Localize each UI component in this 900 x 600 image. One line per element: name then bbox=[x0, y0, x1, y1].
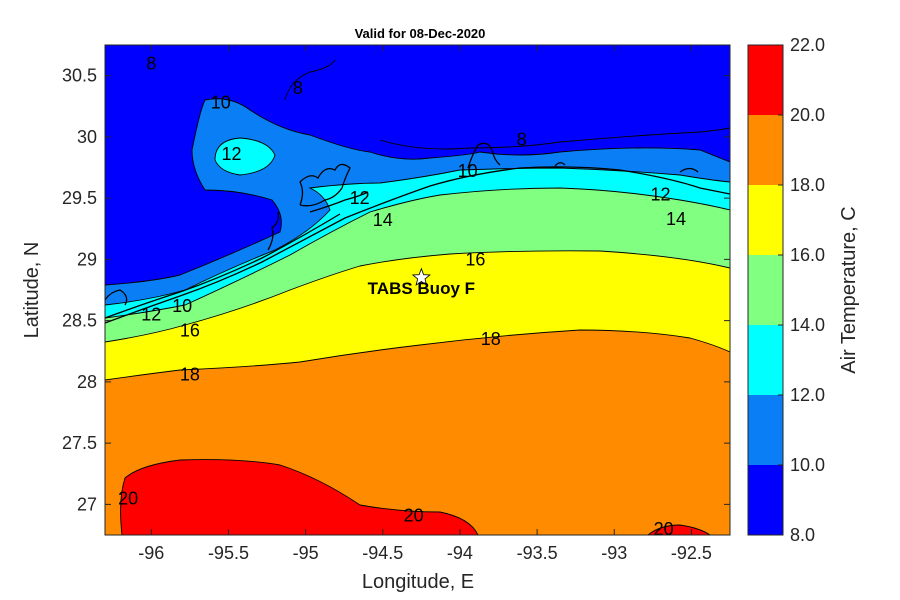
y-axis: 27 27.5 28 28.5 29 29.5 30 30.5 bbox=[62, 66, 730, 514]
x-tick-label: -92.5 bbox=[671, 543, 712, 563]
colorbar-segment bbox=[748, 325, 783, 395]
coastline-path bbox=[267, 211, 280, 251]
colorbar-tick-label: 8.0 bbox=[790, 525, 815, 545]
colorbar-label: Air Temperature, C bbox=[838, 206, 860, 373]
y-tick-label: 27 bbox=[77, 494, 97, 514]
x-tick-label: -96 bbox=[138, 543, 164, 563]
contour-line bbox=[214, 137, 276, 176]
y-tick-label: 30.5 bbox=[62, 66, 97, 86]
contour-label: 12 bbox=[141, 305, 161, 325]
contour-label: 12 bbox=[222, 144, 242, 164]
colorbar-segment bbox=[748, 255, 783, 325]
colorbar-tick-label: 12.0 bbox=[790, 385, 825, 405]
coastline-path bbox=[105, 213, 341, 319]
contour-label: 8 bbox=[517, 129, 527, 149]
contour-line bbox=[120, 459, 479, 535]
y-tick-label: 30 bbox=[77, 127, 97, 147]
contour-line bbox=[379, 127, 730, 150]
y-tick-label: 27.5 bbox=[62, 433, 97, 453]
contour-line bbox=[105, 98, 730, 286]
y-axis-label: Latitude, N bbox=[21, 242, 43, 339]
colorbar-tick-label: 20.0 bbox=[790, 105, 825, 125]
buoy-label: TABS Buoy F bbox=[368, 279, 475, 298]
contour-lines bbox=[105, 59, 730, 535]
contour-label: 12 bbox=[651, 184, 671, 204]
contour-line bbox=[105, 329, 730, 381]
colorbar-segment bbox=[748, 115, 783, 185]
coastline-path bbox=[309, 191, 369, 213]
x-tick-label: -93 bbox=[601, 543, 627, 563]
buoy-star-icon bbox=[411, 267, 431, 286]
colorbar-tick-label: 22.0 bbox=[790, 35, 825, 55]
colorbar-segment bbox=[748, 45, 783, 115]
contour-label: 14 bbox=[373, 210, 393, 230]
contour-label: 20 bbox=[404, 505, 424, 525]
x-tick-label: -95 bbox=[293, 543, 319, 563]
contour-label: 8 bbox=[293, 78, 303, 98]
contour-line bbox=[647, 524, 711, 535]
contour-label: 16 bbox=[180, 320, 200, 340]
x-tick-label: -94 bbox=[447, 543, 473, 563]
y-tick-label: 29.5 bbox=[62, 188, 97, 208]
coastline-path bbox=[467, 142, 501, 169]
colorbar-tick-label: 16.0 bbox=[790, 245, 825, 265]
contour-label: 20 bbox=[654, 519, 674, 539]
coastline bbox=[105, 142, 730, 324]
colorbar-segment bbox=[748, 185, 783, 255]
contour-label: 12 bbox=[350, 188, 370, 208]
x-axis: -96 -95.5 -95 -94.5 -94 -93.5 -93 -92.5 bbox=[138, 45, 712, 563]
coastline-path bbox=[679, 167, 699, 173]
contour-label: 18 bbox=[180, 365, 200, 385]
contour-label: 20 bbox=[118, 488, 138, 508]
contour-label: 10 bbox=[211, 93, 231, 113]
colorbar-segment bbox=[748, 395, 783, 465]
colorbar-segment bbox=[748, 465, 783, 535]
coastline-path bbox=[105, 166, 730, 324]
coastline-path bbox=[299, 163, 351, 207]
contour-label: 18 bbox=[481, 329, 501, 349]
y-tick-label: 28 bbox=[77, 372, 97, 392]
colorbar-tick-label: 14.0 bbox=[790, 315, 825, 335]
colorbar-tick-label: 10.0 bbox=[790, 455, 825, 475]
contour-label: 14 bbox=[666, 209, 686, 229]
coastline-path bbox=[105, 289, 128, 306]
contour-label: 10 bbox=[172, 296, 192, 316]
band-12-14-inland bbox=[215, 138, 275, 175]
y-tick-label: 29 bbox=[77, 249, 97, 269]
x-axis-label: Longitude, E bbox=[362, 571, 474, 593]
contour-label: 8 bbox=[146, 53, 156, 73]
colorbar-border bbox=[747, 44, 784, 536]
contour-line bbox=[105, 187, 730, 319]
x-tick-label: -94.5 bbox=[362, 543, 403, 563]
x-tick-label: -95.5 bbox=[208, 543, 249, 563]
plot-border bbox=[104, 44, 731, 536]
x-tick-label: -93.5 bbox=[517, 543, 558, 563]
chart-title: Valid for 08-Dec-2020 bbox=[355, 26, 486, 41]
coastline-path bbox=[554, 162, 566, 167]
contour-line bbox=[284, 59, 336, 101]
band-20-22 bbox=[120, 459, 478, 535]
contour-label: 16 bbox=[465, 249, 485, 269]
colorbar-tick-label: 18.0 bbox=[790, 175, 825, 195]
colorbar: 8.0 10.0 12.0 14.0 16.0 18.0 20.0 22.0 bbox=[747, 35, 825, 545]
contour-line bbox=[105, 167, 730, 306]
annotations: TABS Buoy F bbox=[368, 267, 475, 298]
y-tick-label: 28.5 bbox=[62, 311, 97, 331]
contour-label: 10 bbox=[458, 161, 478, 181]
contour-line bbox=[105, 250, 730, 343]
